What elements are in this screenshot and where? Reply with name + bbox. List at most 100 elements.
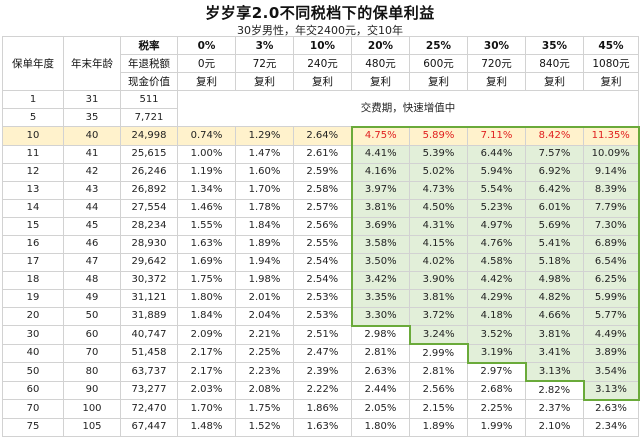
age-cell: 41 (63, 144, 121, 164)
rate-cell: 1.94% (235, 252, 294, 272)
refund-cell: 1080元 (583, 54, 639, 73)
header-row-refund: 年退税额 0元 72元 240元 480元 600元 720元 840元 108… (3, 54, 639, 73)
tax-rate-cell: 3% (235, 36, 294, 55)
rate-cell: 2.51% (293, 325, 352, 345)
header-tax-rate-label: 税率 (120, 36, 178, 55)
rate-cell: 2.59% (293, 162, 352, 182)
rate-cell: 4.02% (409, 252, 468, 272)
rate-cell: 8.39% (583, 180, 640, 200)
rate-cell: 3.24% (408, 325, 468, 345)
rate-cell: 2.81% (409, 362, 468, 382)
rate-cell: 2.63% (583, 399, 639, 419)
rate-cell: 3.30% (350, 306, 410, 327)
rate-cell: 3.89% (583, 343, 640, 363)
policy-year-cell: 10 (2, 126, 64, 146)
rate-cell: 4.50% (409, 198, 468, 218)
rate-cell: 2.25% (235, 343, 294, 363)
policy-year-cell: 13 (2, 180, 64, 200)
rate-cell: 2.17% (177, 362, 236, 382)
table-body: 1 31 511 交费期，快速增值中 5 35 7,721 10 40 24,998… (2, 90, 640, 437)
rate-cell: 1.78% (235, 198, 294, 218)
rate-cell: 2.63% (351, 362, 410, 382)
table-row: 15 45 28,234 1.55% 1.84% 2.56% 3.69% 4.31% 4.97%… (2, 216, 640, 236)
rate-cell: 4.49% (583, 325, 640, 345)
cash-value-cell: 30,372 (120, 270, 178, 290)
rate-cell: 6.25% (583, 270, 640, 290)
policy-year-cell: 19 (2, 288, 64, 308)
age-cell: 35 (63, 108, 121, 127)
rate-cell: 3.19% (466, 343, 526, 364)
rate-cell: 2.22% (293, 380, 352, 400)
rate-cell: 2.81% (351, 343, 410, 363)
rate-cell: 2.55% (293, 234, 352, 254)
rate-cell: 2.61% (293, 144, 352, 164)
policy-year-cell: 50 (2, 362, 64, 382)
rate-cell: 2.54% (293, 252, 352, 272)
rate-cell: 2.47% (293, 343, 352, 363)
rate-cell: 5.99% (583, 288, 640, 308)
age-cell: 105 (63, 417, 121, 437)
rate-cell: 7.11% (467, 125, 526, 146)
policy-year-cell: 12 (2, 162, 64, 182)
policy-year-cell: 17 (2, 252, 64, 272)
rate-cell: 3.58% (350, 234, 410, 254)
header-cash-value-label: 现金价值 (120, 72, 178, 91)
age-cell: 46 (63, 234, 121, 254)
table-row: 75 105 67,447 1.48% 1.52% 1.63% 1.80% 1.89% 1.99… (2, 417, 639, 437)
rate-cell: 2.03% (177, 380, 236, 400)
rate-cell: 4.75% (350, 125, 410, 146)
rate-cell: 2.09% (177, 325, 236, 345)
rate-cell: 3.54% (583, 362, 640, 382)
header-policy-year: 保单年度 (2, 36, 64, 91)
policy-year-cell: 18 (2, 270, 64, 290)
rate-cell: 1.63% (293, 417, 352, 437)
rate-cell: 5.94% (467, 162, 526, 182)
rate-cell: 1.46% (177, 198, 236, 218)
rate-cell: 3.13% (524, 362, 584, 382)
rate-cell: 4.31% (409, 216, 468, 236)
table-row: 14 44 27,554 1.46% 1.78% 2.57% 3.81% 4.50% 5.23%… (2, 198, 640, 218)
cash-value-cell: 511 (120, 90, 178, 109)
cash-value-cell: 51,458 (120, 343, 178, 363)
rate-cell: 1.34% (177, 180, 236, 200)
rate-cell: 1.47% (235, 144, 294, 164)
rate-cell: 7.30% (583, 216, 640, 236)
age-cell: 90 (63, 380, 121, 400)
table-row: 5 35 7,721 (2, 108, 639, 127)
refund-cell: 480元 (351, 54, 410, 73)
tax-rate-cell: 10% (293, 36, 352, 55)
age-cell: 80 (63, 362, 121, 382)
rate-cell: 3.42% (350, 270, 410, 290)
rate-cell: 1.70% (235, 180, 294, 200)
tax-rate-cell: 35% (525, 36, 584, 55)
policy-year-cell: 70 (2, 399, 64, 419)
rate-cell: 5.77% (583, 306, 640, 326)
rate-cell: 4.15% (409, 234, 468, 254)
rate-cell: 5.02% (409, 162, 468, 182)
rate-cell: 10.09% (583, 144, 640, 164)
table-row: 50 80 63,737 2.17% 2.23% 2.39% 2.63% 2.81% 2.97%… (2, 362, 640, 382)
table-row: 20 50 31,889 1.84% 2.04% 2.53% 3.30% 3.72% 4.18%… (2, 306, 640, 327)
payment-period-note: 交费期，快速增值中 (177, 90, 639, 127)
rate-cell: 2.44% (351, 380, 410, 400)
rate-cell: 6.89% (583, 234, 640, 254)
rate-cell: 6.92% (525, 162, 584, 182)
rate-cell: 4.73% (409, 180, 468, 200)
cash-value-cell: 73,277 (120, 380, 178, 400)
refund-cell: 240元 (293, 54, 352, 73)
table-row: 30 60 40,747 2.09% 2.21% 2.51% 2.98% 3.24% 3.52%… (2, 325, 640, 345)
rate-cell: 7.57% (525, 144, 584, 164)
rate-cell: 9.14% (583, 162, 640, 182)
age-cell: 47 (63, 252, 121, 272)
compound-cell: 复利 (235, 72, 294, 91)
cash-value-cell: 28,930 (120, 234, 178, 254)
rate-cell: 6.01% (525, 198, 584, 218)
rate-cell: 3.50% (350, 252, 410, 272)
rate-cell: 2.37% (525, 399, 584, 419)
header-row-compound: 现金价值 复利 复利 复利 复利 复利 复利 复利 复利 (3, 72, 639, 91)
rate-cell: 4.82% (525, 288, 584, 308)
rate-cell: 3.69% (350, 216, 410, 236)
table-row: 11 41 25,615 1.00% 1.47% 2.61% 4.41% 5.39% 6.44%… (2, 144, 640, 164)
policy-year-cell: 20 (2, 306, 64, 326)
